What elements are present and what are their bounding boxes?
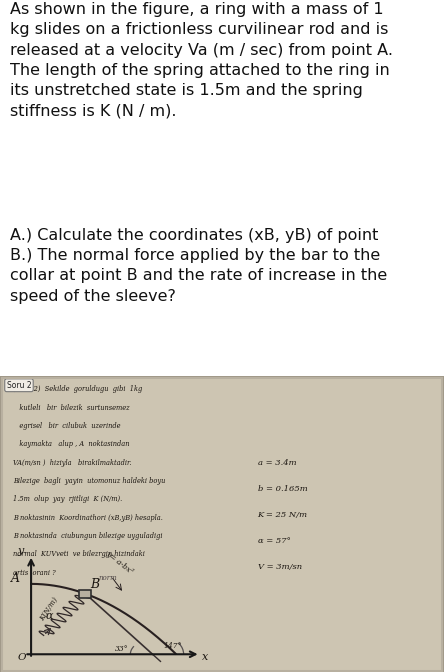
Text: α: α	[46, 611, 53, 621]
Text: V = 3m/sn: V = 3m/sn	[258, 563, 301, 571]
Text: norm: norm	[99, 575, 118, 583]
Text: K(N/m): K(N/m)	[38, 595, 60, 622]
Text: B: B	[90, 579, 99, 591]
Text: a = 3.4m: a = 3.4m	[258, 459, 296, 467]
Text: y= a-bx²: y= a-bx²	[105, 550, 135, 575]
Text: As shown in the figure, a ring with a mass of 1
kg slides on a frictionless curv: As shown in the figure, a ring with a ma…	[10, 2, 393, 119]
Text: B noktasinda  ciubungun bilezige uyguladigi: B noktasinda ciubungun bilezige uyguladi…	[13, 532, 163, 540]
Text: A.) Calculate the coordinates (xB, yB) of point
B.) The normal force applied by : A.) Calculate the coordinates (xB, yB) o…	[10, 228, 387, 304]
Text: A: A	[11, 573, 20, 585]
Text: 147°: 147°	[164, 642, 182, 650]
Text: 33°: 33°	[115, 645, 128, 653]
Text: VA(m/sn )  hiziyla   birakilmaktadir.: VA(m/sn ) hiziyla birakilmaktadir.	[13, 458, 132, 466]
Text: kutleli   bir  bilezik  surtunsemez: kutleli bir bilezik surtunsemez	[13, 403, 130, 411]
Text: 1.5m  olup  yay  rjitligi  K (N/m).: 1.5m olup yay rjitligi K (N/m).	[13, 495, 123, 503]
Text: B noktasinin  Koordinathori (xB,yB) hesapla.: B noktasinin Koordinathori (xB,yB) hesap…	[13, 513, 163, 521]
Text: O: O	[18, 653, 26, 662]
Text: x: x	[202, 652, 208, 662]
Text: α = 57°: α = 57°	[258, 537, 290, 545]
Text: artis  orani ?: artis orani ?	[13, 569, 56, 577]
Text: y: y	[18, 546, 24, 556]
Text: K = 25 N/m: K = 25 N/m	[258, 511, 308, 519]
Text: Bilezige  bagli  yayin  utomonuz haldeki boyu: Bilezige bagli yayin utomonuz haldeki bo…	[13, 477, 166, 485]
Text: kaymakta   alup , A  noktasindan: kaymakta alup , A noktasindan	[13, 440, 130, 448]
Text: (Soru 2)  Sekilde  goruldugu  gibi  1kg: (Soru 2) Sekilde goruldugu gibi 1kg	[13, 385, 143, 393]
Text: normal  KUVveti  ve bilezrgin hizindaki: normal KUVveti ve bilezrgin hizindaki	[13, 550, 145, 558]
Text: b = 0.165m: b = 0.165m	[258, 485, 307, 493]
Text: egrisel   bir  cilubuk  uzerinde: egrisel bir cilubuk uzerinde	[13, 422, 121, 430]
Text: Soru 2: Soru 2	[7, 381, 31, 390]
FancyBboxPatch shape	[79, 590, 91, 598]
